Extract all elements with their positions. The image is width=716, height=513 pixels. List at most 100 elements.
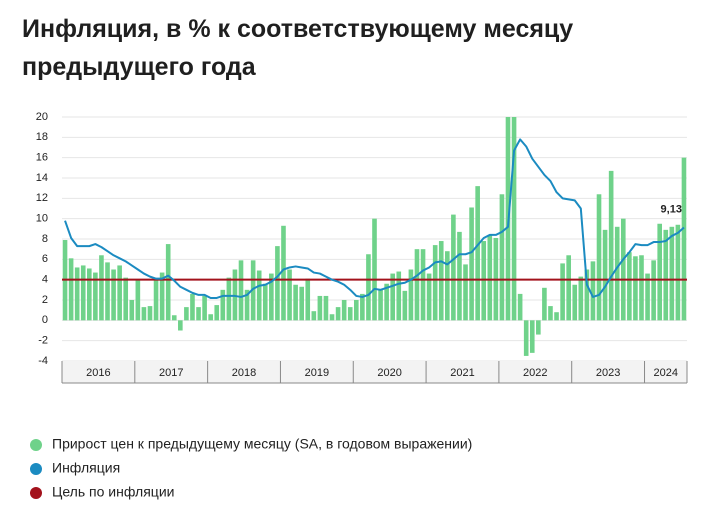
bar <box>438 241 444 321</box>
bar <box>378 289 383 321</box>
bar <box>171 315 177 321</box>
data-label: 9,13 <box>661 203 682 215</box>
y-tick-label: -4 <box>38 355 48 367</box>
bar <box>578 276 584 321</box>
bar <box>250 260 256 321</box>
bar <box>554 312 559 321</box>
bar <box>432 245 438 321</box>
bar <box>141 307 147 321</box>
bar <box>275 246 280 321</box>
bar <box>445 251 450 321</box>
bar <box>178 320 183 331</box>
legend-label: Прирост цен к предыдущему месяцу (SA, в … <box>52 436 472 452</box>
x-tick-label: 2022 <box>523 367 547 379</box>
bar <box>414 249 420 321</box>
bar <box>165 244 171 321</box>
bar <box>366 254 371 321</box>
bar <box>353 300 359 321</box>
bar <box>560 263 565 321</box>
bar <box>244 289 250 321</box>
bar <box>287 269 292 321</box>
bar <box>523 320 529 356</box>
chart-title: Инфляция, в % к соответствующему месяцу … <box>22 15 574 81</box>
bar <box>117 265 122 321</box>
bar <box>572 284 578 321</box>
bar <box>220 289 226 321</box>
y-tick-label: 12 <box>36 192 48 204</box>
bar <box>475 186 480 321</box>
bar <box>153 279 159 321</box>
bar <box>620 218 626 321</box>
bar <box>396 271 402 321</box>
bar <box>675 224 681 321</box>
bar <box>202 295 207 321</box>
bar <box>190 293 195 321</box>
bar <box>238 260 244 321</box>
bar <box>87 268 92 321</box>
y-tick-label: 18 <box>36 131 48 143</box>
bar <box>566 255 571 321</box>
bar <box>590 261 596 321</box>
bar <box>627 252 632 321</box>
bar <box>281 225 286 321</box>
bar <box>657 223 662 321</box>
bar <box>196 307 201 321</box>
bar <box>262 283 268 321</box>
y-tick-label: 0 <box>42 314 48 326</box>
y-tick-label: 4 <box>42 274 48 286</box>
bar <box>184 307 189 321</box>
bar <box>329 314 335 321</box>
bar <box>135 279 141 321</box>
bar <box>511 117 517 321</box>
bar <box>536 320 541 335</box>
y-tick-label: 10 <box>36 213 48 225</box>
bar <box>420 249 426 321</box>
bar <box>681 157 687 321</box>
bar <box>602 229 608 321</box>
legend-marker <box>30 487 42 499</box>
bar <box>463 264 468 321</box>
bar <box>651 260 656 321</box>
bar <box>68 258 74 321</box>
y-tick-label: -2 <box>38 335 48 347</box>
bar <box>293 284 298 321</box>
x-tick-label: 2019 <box>305 367 329 379</box>
bar <box>372 218 377 321</box>
bar <box>129 300 135 321</box>
x-tick-label: 2023 <box>596 367 620 379</box>
x-tick-label: 2017 <box>159 367 183 379</box>
bar <box>408 269 414 321</box>
bar <box>299 286 304 321</box>
bar <box>633 256 638 321</box>
legend-marker <box>30 439 42 451</box>
x-tick-label: 2021 <box>450 367 474 379</box>
bar <box>123 277 129 321</box>
bar <box>105 262 110 321</box>
legend-marker <box>30 463 42 475</box>
bar <box>384 283 389 321</box>
bar <box>208 314 213 321</box>
bar <box>335 307 341 321</box>
bar <box>317 295 323 321</box>
bar <box>111 269 116 321</box>
bar <box>80 265 86 321</box>
x-tick-label: 2024 <box>654 367 678 379</box>
bar <box>232 269 238 321</box>
bar <box>645 273 650 321</box>
bar <box>548 306 553 321</box>
legend-label: Цель по инфляции <box>52 484 174 500</box>
bar <box>74 267 80 321</box>
bar <box>639 255 644 321</box>
bar <box>93 272 98 321</box>
bar <box>451 214 456 321</box>
bar <box>390 273 396 321</box>
bar <box>305 278 311 321</box>
bar <box>269 273 274 321</box>
legend-label: Инфляция <box>52 460 120 476</box>
bar <box>499 194 505 321</box>
bar <box>669 226 675 321</box>
x-tick-label: 2020 <box>377 367 401 379</box>
y-tick-label: 14 <box>36 172 48 184</box>
